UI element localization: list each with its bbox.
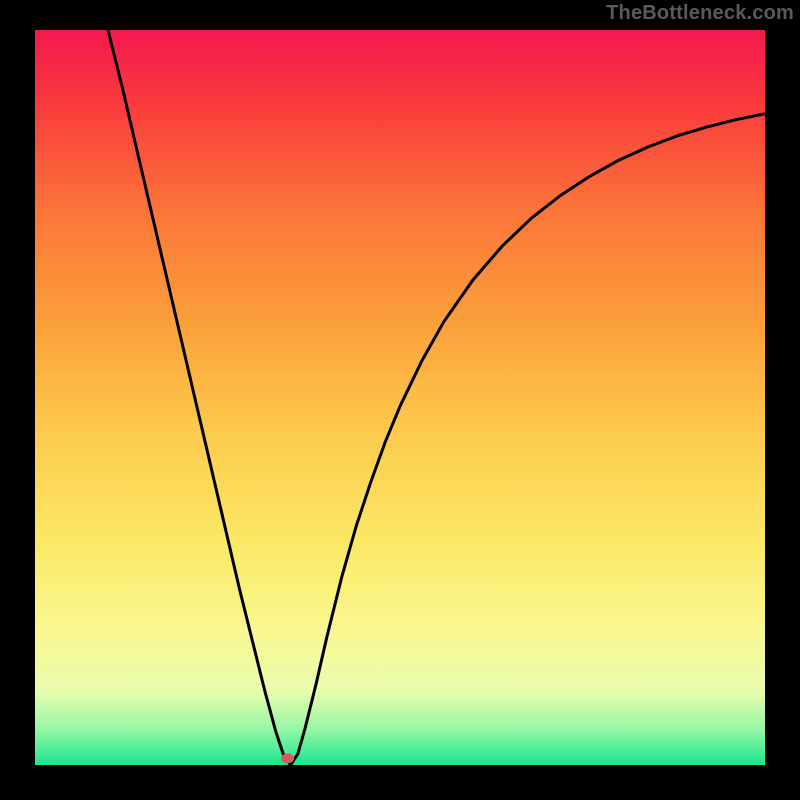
chart-container: TheBottleneck.com <box>0 0 800 800</box>
optimal-point-marker <box>281 753 294 763</box>
chart-svg <box>0 0 800 800</box>
plot-background <box>35 30 765 765</box>
